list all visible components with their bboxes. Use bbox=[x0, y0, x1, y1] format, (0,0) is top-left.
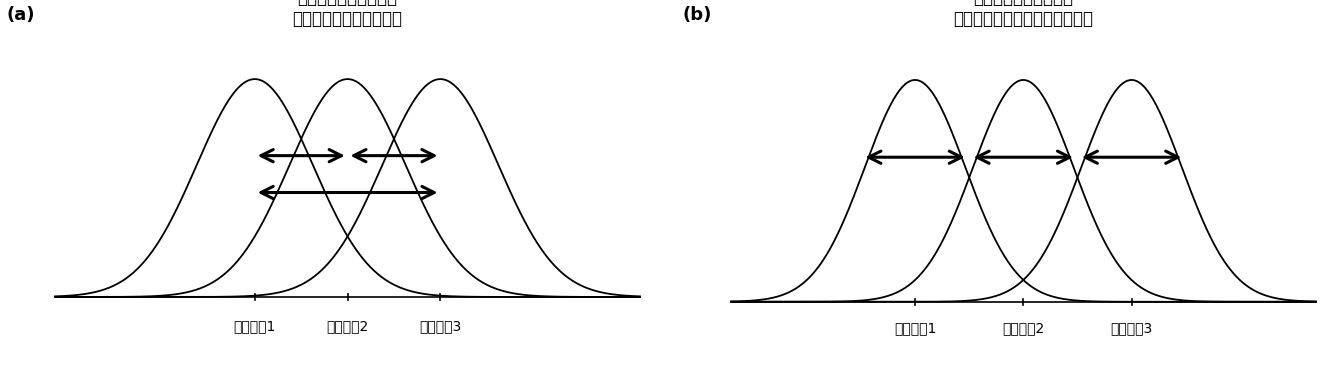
Text: グループ3: グループ3 bbox=[1110, 322, 1153, 336]
Text: (a): (a) bbox=[7, 6, 35, 24]
Text: グループ間のばらつき
（グループ平均値の差）: グループ間のばらつき （グループ平均値の差） bbox=[293, 0, 403, 28]
Text: グループ1: グループ1 bbox=[894, 322, 937, 336]
Text: (b): (b) bbox=[683, 6, 712, 24]
Text: グループ1: グループ1 bbox=[234, 319, 276, 333]
Text: グループ3: グループ3 bbox=[419, 319, 461, 333]
Text: グループ内のばらつき
（グループ平均値からの偏差）: グループ内のばらつき （グループ平均値からの偏差） bbox=[953, 0, 1093, 28]
Text: グループ2: グループ2 bbox=[1003, 322, 1044, 336]
Text: グループ2: グループ2 bbox=[327, 319, 368, 333]
